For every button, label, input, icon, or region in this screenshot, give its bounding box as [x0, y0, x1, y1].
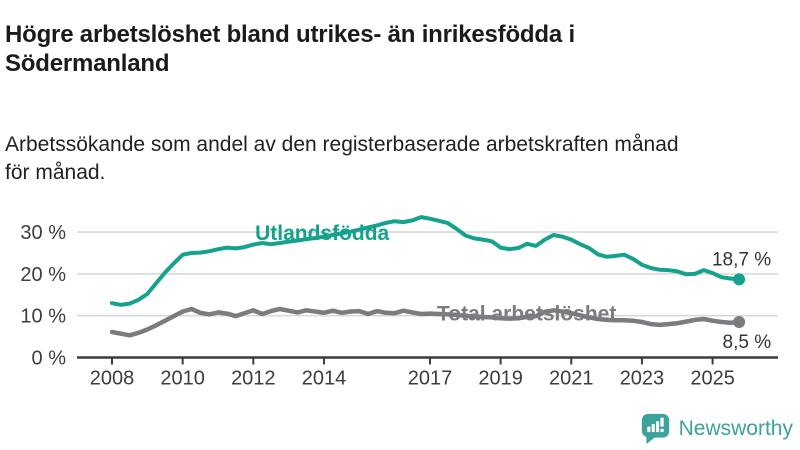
x-tick-label: 2017	[408, 368, 453, 390]
utlandsfodda-series-label: Utlandsfödda	[255, 222, 389, 245]
x-tick-label: 2025	[690, 368, 735, 390]
total-arbetsloshet-line	[109, 306, 742, 338]
newsworthy-logo: Newsworthy	[640, 412, 793, 445]
chart-subtitle-line1: Arbetssökande som andel av den registerb…	[5, 133, 679, 156]
y-tick-label: 10 %	[20, 306, 66, 328]
utlandsfodda-end-dot	[733, 273, 746, 286]
chart-title-line1: Högre arbetslöshet bland utrikes- än inr…	[5, 21, 575, 49]
chart-subtitle-line2: för månad.	[5, 161, 106, 184]
x-tick-label: 2019	[478, 368, 523, 390]
y-tick-label: 30 %	[20, 222, 66, 244]
x-tick-label: 2008	[90, 368, 135, 390]
x-tick-label: 2014	[302, 368, 347, 390]
x-tick-label: 2023	[620, 368, 665, 390]
chart-title: Högre arbetslöshet bland utrikes- än inr…	[5, 20, 775, 78]
x-tick-label: 2012	[231, 368, 276, 390]
total-arbetsloshet-series-label: Total arbetslöshet	[437, 303, 616, 326]
total-arbetsloshet-end-value-label: 8,5 %	[723, 332, 772, 353]
newsworthy-brand-text: Newsworthy	[678, 416, 793, 440]
x-tick-label: 2010	[160, 368, 205, 390]
utlandsfodda-line	[110, 215, 742, 307]
y-tick-label: 20 %	[20, 264, 66, 286]
x-tick-label: 2021	[549, 368, 594, 390]
total-arbetsloshet-end-dot	[733, 315, 746, 328]
chart-title-line2: Södermanland	[5, 50, 170, 78]
y-tick-label: 0 %	[32, 348, 67, 370]
utlandsfodda-end-value-label: 18,7 %	[712, 249, 771, 270]
newsworthy-speech-bubble-bars-icon	[641, 413, 669, 444]
chart-subtitle: Arbetssökande som andel av den registerb…	[5, 131, 789, 187]
